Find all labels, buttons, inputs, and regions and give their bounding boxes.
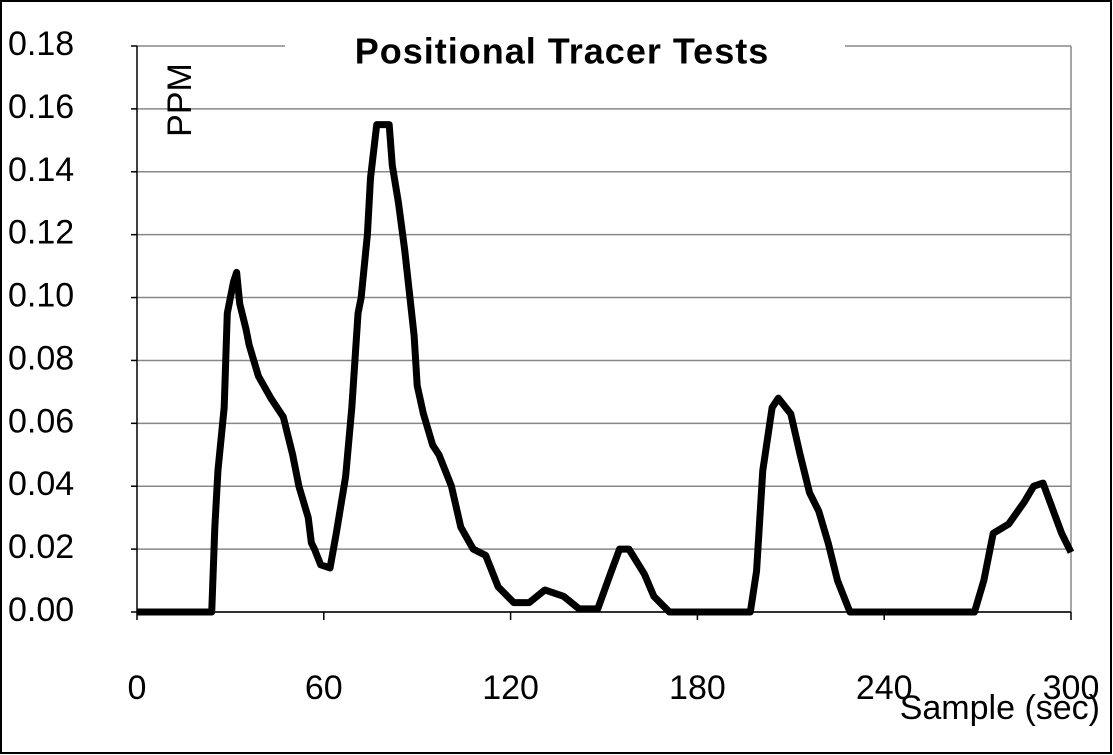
x-axis-label: Sample (sec) (900, 689, 1100, 727)
x-tick-label: 60 (305, 669, 343, 707)
x-tick-label: 240 (856, 669, 913, 707)
x-tick-label: 180 (669, 669, 726, 707)
y-tick-label: 0.00 (8, 591, 74, 629)
y-tick-label: 0.04 (8, 465, 74, 503)
title-background (285, 30, 845, 76)
y-tick-label: 0.06 (8, 402, 74, 440)
y-tick-label: 0.08 (8, 339, 74, 377)
y-tick-label: 0.18 (8, 25, 74, 63)
x-tick-label: 0 (128, 669, 147, 707)
x-tick-label: 120 (482, 669, 539, 707)
plot (137, 121, 1075, 616)
y-tick-label: 0.14 (8, 151, 74, 189)
x-tick-label: 300 (1043, 669, 1100, 707)
y-tick-label: 0.16 (8, 88, 74, 126)
chart-title: Positional Tracer Tests (355, 31, 769, 72)
data-line (137, 121, 1075, 616)
y-tick-label: 0.12 (8, 214, 74, 252)
y-tick-label: 0.02 (8, 528, 74, 566)
y-axis-label: PPM (161, 63, 199, 137)
y-tick-label: 0.10 (8, 277, 74, 315)
